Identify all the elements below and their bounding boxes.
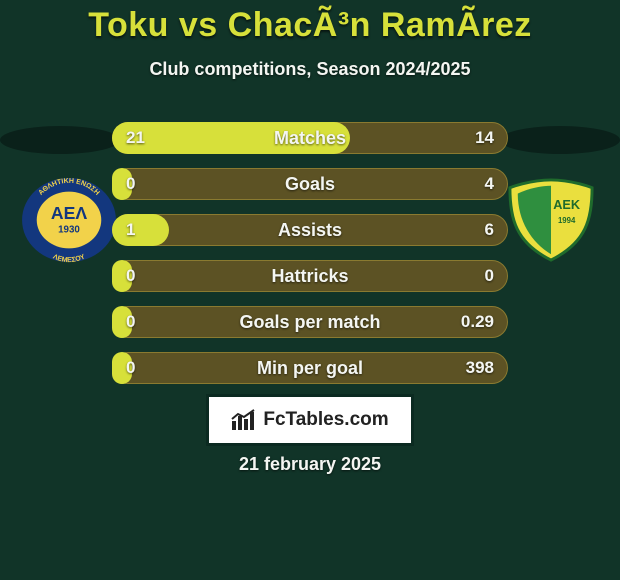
bar-fill	[112, 306, 132, 338]
crest1-year: 1930	[58, 225, 80, 236]
bar-track	[112, 168, 508, 200]
bar-track	[112, 352, 508, 384]
bar-row: 00Hattricks	[112, 260, 508, 292]
comparison-bars: 2114Matches 04Goals 16Assists 00Hattricks 00…	[112, 122, 508, 398]
subtitle: Club competitions, Season 2024/2025	[0, 59, 620, 80]
comparison-infographic: Toku vs ChacÃ³n RamÃ­rez Club competitio…	[0, 0, 620, 580]
club-crest-left: ΑΕΛ 1930 ΑΘΛΗΤΙΚΗ ΕΝΩΣΗ ΛΕΜΕΣΟΥ	[20, 176, 118, 264]
bar-row: 2114Matches	[112, 122, 508, 154]
crest2-label: AEK	[553, 197, 581, 212]
brand-text: FcTables.com	[263, 409, 388, 431]
bar-fill	[112, 352, 132, 384]
bar-row: 0398Min per goal	[112, 352, 508, 384]
brand-box: FcTables.com	[206, 394, 414, 446]
bar-fill	[112, 122, 350, 154]
date-text: 21 february 2025	[0, 454, 620, 475]
bar-track	[112, 260, 508, 292]
crest2-year: 1994	[558, 216, 576, 225]
page-title: Toku vs ChacÃ³n RamÃ­rez	[0, 0, 620, 45]
bar-fill	[112, 214, 169, 246]
club-crest-right: AEK 1994	[502, 176, 600, 264]
brand-chart-icon	[231, 409, 257, 431]
player-shadow-left	[0, 126, 120, 154]
bar-row: 00.29Goals per match	[112, 306, 508, 338]
bar-row: 16Assists	[112, 214, 508, 246]
bar-fill	[112, 168, 132, 200]
player-shadow-right	[500, 126, 620, 154]
bar-fill	[112, 260, 132, 292]
bar-row: 04Goals	[112, 168, 508, 200]
bar-track	[112, 306, 508, 338]
bar-track	[112, 214, 508, 246]
crest1-monogram: ΑΕΛ	[51, 203, 87, 223]
